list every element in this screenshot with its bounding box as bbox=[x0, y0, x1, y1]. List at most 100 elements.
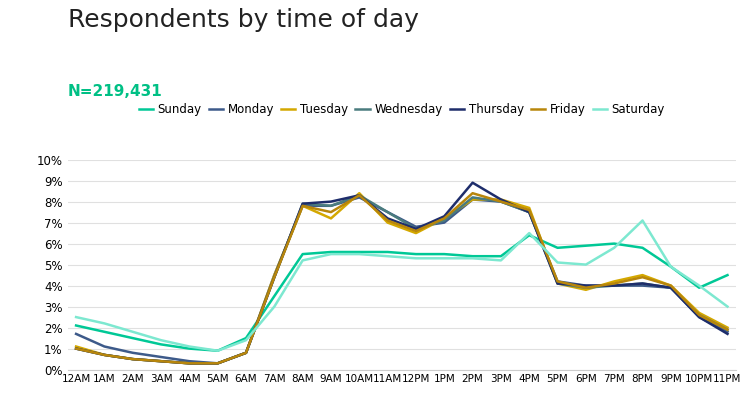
Tuesday bbox=[71, 344, 80, 349]
Friday bbox=[242, 350, 251, 355]
Sunday bbox=[553, 245, 562, 250]
Wednesday bbox=[185, 361, 194, 366]
Saturday bbox=[496, 258, 505, 263]
Tuesday bbox=[638, 273, 647, 278]
Sunday bbox=[695, 285, 704, 290]
Thursday bbox=[327, 199, 336, 204]
Line: Friday: Friday bbox=[76, 193, 728, 363]
Tuesday bbox=[383, 220, 392, 225]
Wednesday bbox=[666, 285, 675, 290]
Monday bbox=[383, 210, 392, 215]
Tuesday bbox=[581, 287, 590, 292]
Friday bbox=[298, 203, 307, 208]
Tuesday bbox=[270, 273, 279, 278]
Line: Sunday: Sunday bbox=[76, 235, 728, 351]
Tuesday bbox=[440, 216, 449, 221]
Text: Respondents by time of day: Respondents by time of day bbox=[68, 8, 418, 32]
Thursday bbox=[71, 346, 80, 351]
Saturday bbox=[270, 304, 279, 309]
Wednesday bbox=[440, 218, 449, 223]
Monday bbox=[723, 329, 732, 334]
Thursday bbox=[270, 275, 279, 280]
Friday bbox=[468, 191, 477, 196]
Sunday bbox=[468, 254, 477, 259]
Friday bbox=[496, 199, 505, 204]
Text: N=219,431: N=219,431 bbox=[68, 84, 162, 99]
Sunday bbox=[242, 336, 251, 341]
Saturday bbox=[581, 262, 590, 267]
Saturday bbox=[638, 218, 647, 223]
Saturday bbox=[468, 256, 477, 261]
Tuesday bbox=[525, 205, 534, 210]
Sunday bbox=[610, 241, 619, 246]
Friday bbox=[581, 285, 590, 290]
Wednesday bbox=[354, 193, 363, 198]
Tuesday bbox=[412, 231, 421, 236]
Thursday bbox=[412, 226, 421, 231]
Friday bbox=[100, 352, 109, 357]
Friday bbox=[412, 228, 421, 234]
Tuesday bbox=[354, 191, 363, 196]
Line: Monday: Monday bbox=[76, 197, 728, 363]
Tuesday bbox=[128, 357, 137, 362]
Monday bbox=[71, 331, 80, 336]
Tuesday bbox=[213, 361, 222, 366]
Wednesday bbox=[412, 226, 421, 231]
Sunday bbox=[128, 336, 137, 341]
Saturday bbox=[71, 315, 80, 320]
Monday bbox=[156, 354, 165, 360]
Wednesday bbox=[327, 203, 336, 208]
Tuesday bbox=[553, 281, 562, 286]
Tuesday bbox=[468, 197, 477, 202]
Line: Wednesday: Wednesday bbox=[76, 195, 728, 363]
Saturday bbox=[128, 329, 137, 334]
Wednesday bbox=[128, 357, 137, 362]
Friday bbox=[440, 216, 449, 221]
Tuesday bbox=[298, 203, 307, 208]
Tuesday bbox=[185, 361, 194, 366]
Friday bbox=[695, 312, 704, 318]
Thursday bbox=[383, 216, 392, 221]
Thursday bbox=[440, 214, 449, 219]
Monday bbox=[242, 350, 251, 355]
Saturday bbox=[327, 252, 336, 257]
Monday bbox=[354, 195, 363, 200]
Friday bbox=[71, 346, 80, 351]
Wednesday bbox=[383, 210, 392, 215]
Saturday bbox=[525, 231, 534, 236]
Monday bbox=[128, 350, 137, 355]
Saturday bbox=[100, 321, 109, 326]
Tuesday bbox=[610, 279, 619, 284]
Friday bbox=[185, 361, 194, 366]
Thursday bbox=[581, 283, 590, 288]
Saturday bbox=[354, 252, 363, 257]
Saturday bbox=[383, 254, 392, 259]
Saturday bbox=[553, 260, 562, 265]
Monday bbox=[525, 210, 534, 215]
Saturday bbox=[695, 283, 704, 288]
Wednesday bbox=[610, 283, 619, 288]
Thursday bbox=[695, 315, 704, 320]
Saturday bbox=[213, 348, 222, 353]
Friday bbox=[525, 207, 534, 213]
Saturday bbox=[242, 338, 251, 343]
Sunday bbox=[666, 264, 675, 269]
Sunday bbox=[412, 252, 421, 257]
Sunday bbox=[525, 233, 534, 238]
Thursday bbox=[723, 331, 732, 336]
Sunday bbox=[100, 329, 109, 334]
Line: Tuesday: Tuesday bbox=[76, 193, 728, 363]
Thursday bbox=[242, 350, 251, 355]
Thursday bbox=[298, 201, 307, 206]
Thursday bbox=[100, 352, 109, 357]
Sunday bbox=[298, 252, 307, 257]
Thursday bbox=[666, 285, 675, 290]
Saturday bbox=[156, 338, 165, 343]
Thursday bbox=[185, 361, 194, 366]
Tuesday bbox=[242, 350, 251, 355]
Saturday bbox=[723, 304, 732, 309]
Sunday bbox=[213, 348, 222, 353]
Tuesday bbox=[496, 197, 505, 202]
Wednesday bbox=[581, 285, 590, 290]
Sunday bbox=[383, 249, 392, 255]
